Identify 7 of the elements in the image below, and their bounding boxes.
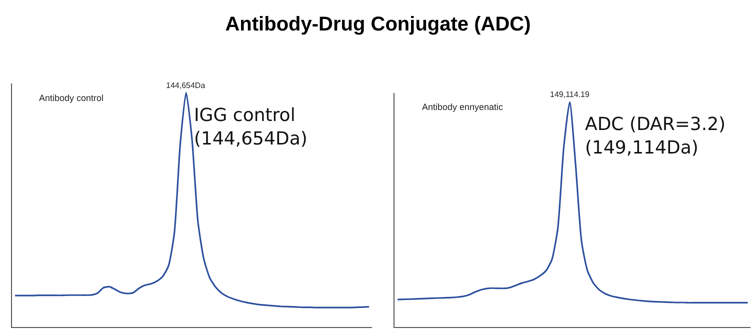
annotation: 144,654Da (166, 81, 206, 90)
annotation: IGG control (144,654Da) (194, 105, 308, 150)
annotation: ADC (DAR=3.2) (149,114Da) (585, 114, 726, 158)
chart-title: Antibody-Drug Conjugate (ADC) (225, 14, 531, 36)
annotation: Antibody ennyenatic (422, 102, 504, 112)
annotation: Antibody control (39, 93, 104, 103)
annotation: 149,114.19 (550, 90, 590, 99)
